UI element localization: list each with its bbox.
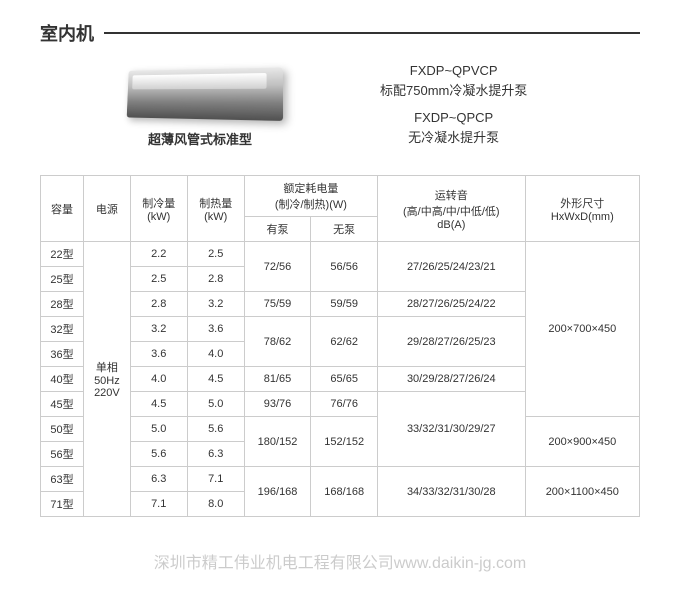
section-header: 室内机 [40, 20, 640, 46]
model1-text: 标配750mm冷凝水提升泵 [380, 81, 527, 101]
model2-text: 无冷凝水提升泵 [380, 128, 527, 148]
model1-code: FXDP~QPVCP [380, 61, 527, 81]
th-nopump: 无泵 [311, 217, 378, 242]
title-line [104, 32, 640, 34]
th-size: 外形尺寸 HxWxD(mm) [525, 176, 639, 242]
table-row: 22型 单相 50Hz 220V 2.2 2.5 72/56 56/56 27/… [41, 242, 640, 267]
th-cooling: 制冷量 (kW) [130, 176, 187, 242]
th-noise: 运转音 (高/中高/中/中低/低) dB(A) [378, 176, 526, 242]
product-caption: 超薄风管式标准型 [148, 129, 252, 148]
spec-table: 容量 电源 制冷量 (kW) 制热量 (kW) 额定耗电量 (制冷/制热)(W)… [40, 175, 640, 517]
table-row: 63型 6.3 7.1 196/168 168/168 34/33/32/31/… [41, 467, 640, 492]
duct-unit-illustration [127, 67, 283, 121]
product-description: FXDP~QPVCP 标配750mm冷凝水提升泵 FXDP~QPCP 无冷凝水提… [380, 61, 527, 155]
th-heating: 制热量 (kW) [187, 176, 244, 242]
product-image: 超薄风管式标准型 [100, 63, 300, 153]
table-row: 50型 5.0 5.6 180/152 152/152 200×900×450 [41, 417, 640, 442]
th-pump: 有泵 [244, 217, 311, 242]
th-rated: 额定耗电量 (制冷/制热)(W) [244, 176, 377, 217]
model2-code: FXDP~QPCP [380, 108, 527, 128]
th-capacity: 容量 [41, 176, 84, 242]
footer-watermark: 深圳市精工伟业机电工程有限公司www.daikin-jg.com [0, 549, 680, 573]
th-power: 电源 [84, 176, 131, 242]
product-row: 超薄风管式标准型 FXDP~QPVCP 标配750mm冷凝水提升泵 FXDP~Q… [40, 61, 640, 155]
power-cell: 单相 50Hz 220V [84, 242, 131, 517]
section-title: 室内机 [40, 20, 94, 46]
